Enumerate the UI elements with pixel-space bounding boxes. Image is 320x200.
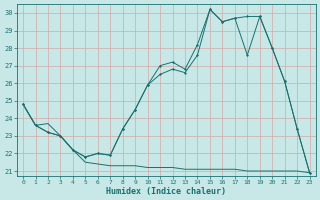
X-axis label: Humidex (Indice chaleur): Humidex (Indice chaleur) — [106, 187, 226, 196]
